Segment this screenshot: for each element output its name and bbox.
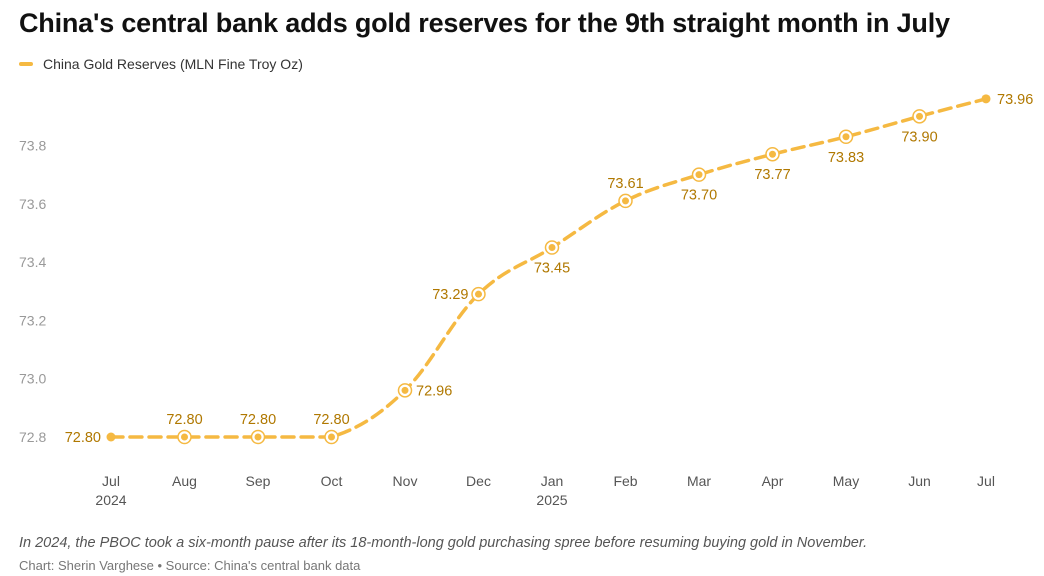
y-tick-label: 72.8 xyxy=(19,429,46,445)
legend-label: China Gold Reserves (MLN Fine Troy Oz) xyxy=(43,56,303,72)
x-tick-label: Dec xyxy=(466,473,491,489)
chart-source: Chart: Sherin Varghese • Source: China's… xyxy=(19,558,361,573)
x-tick-label: Sep xyxy=(246,473,271,489)
x-tick-label: Aug xyxy=(172,473,197,489)
data-point-core xyxy=(181,433,188,441)
legend: China Gold Reserves (MLN Fine Troy Oz) xyxy=(19,56,303,72)
data-label: 73.83 xyxy=(828,150,864,166)
data-point-core xyxy=(475,290,482,298)
data-point-core xyxy=(401,386,409,394)
data-point-core xyxy=(769,150,776,158)
data-point xyxy=(106,432,116,442)
data-label: 73.96 xyxy=(997,92,1033,108)
data-label: 72.80 xyxy=(313,412,349,428)
data-label: 73.45 xyxy=(534,261,570,277)
line-chart: 72.8 73.0 73.2 73.4 73.6 73.8 Jul 2024 Aug Sep Oct… xyxy=(19,92,1033,508)
x-year-label: 2025 xyxy=(536,492,567,508)
x-tick-label: Nov xyxy=(393,473,418,489)
y-tick-label: 73.6 xyxy=(19,196,46,212)
data-point-core xyxy=(916,112,923,120)
data-point-core xyxy=(548,244,556,252)
legend-swatch xyxy=(19,62,33,66)
chart-title: China's central bank adds gold reserves … xyxy=(19,8,950,38)
x-tick-label: Mar xyxy=(687,473,711,489)
y-tick-label: 73.2 xyxy=(19,312,46,328)
data-label: 72.80 xyxy=(65,430,101,446)
data-label: 72.80 xyxy=(240,412,276,428)
data-label: 72.80 xyxy=(166,412,202,428)
data-point-core xyxy=(254,433,262,441)
x-tick-label: Jan xyxy=(541,473,564,489)
data-label: 73.70 xyxy=(681,188,717,204)
x-tick-label: Oct xyxy=(321,473,343,489)
data-label: 73.29 xyxy=(432,287,468,303)
x-tick-label: Jul xyxy=(977,473,995,489)
data-point xyxy=(981,94,991,104)
x-tick-label: Apr xyxy=(762,473,784,489)
data-label: 72.96 xyxy=(416,383,452,399)
data-label: 73.77 xyxy=(754,167,790,183)
data-point-core xyxy=(695,171,703,179)
data-label: 73.61 xyxy=(607,176,643,192)
chart-note: In 2024, the PBOC took a six-month pause… xyxy=(19,535,868,551)
x-tick-label: Jun xyxy=(908,473,931,489)
x-year-label: 2024 xyxy=(95,492,126,508)
data-point-core xyxy=(842,133,850,141)
x-tick-label: Jul xyxy=(102,473,120,489)
y-tick-label: 73.4 xyxy=(19,254,46,270)
y-tick-label: 73.8 xyxy=(19,138,46,154)
x-tick-label: May xyxy=(833,473,859,489)
x-tick-label: Feb xyxy=(613,473,637,489)
y-tick-label: 73.0 xyxy=(19,371,46,387)
data-point-core xyxy=(328,433,335,441)
data-label: 73.90 xyxy=(901,129,937,145)
data-point-core xyxy=(622,197,629,205)
